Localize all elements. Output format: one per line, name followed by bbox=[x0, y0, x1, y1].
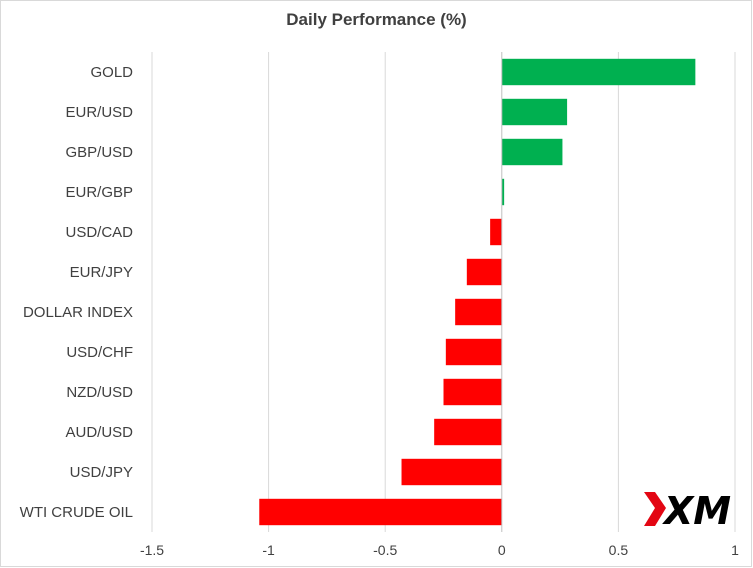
category-label-aud-usd: AUD/USD bbox=[65, 424, 133, 441]
category-label-nzd-usd: NZD/USD bbox=[66, 384, 133, 401]
category-label-wti-crude-oil: WTI CRUDE OIL bbox=[20, 504, 133, 521]
x-tick-label-5: 1 bbox=[731, 542, 739, 558]
bar-aud-usd bbox=[434, 418, 502, 446]
xm-logo-text: XM bbox=[662, 489, 731, 532]
bar-nzd-usd bbox=[443, 378, 502, 406]
bar-dollar-index bbox=[455, 298, 502, 326]
x-tick-label-0: -1.5 bbox=[140, 542, 164, 558]
category-label-gbp-usd: GBP/USD bbox=[65, 144, 133, 161]
bar-eur-usd bbox=[501, 98, 568, 126]
bar-usd-chf bbox=[445, 338, 502, 366]
bar-gbp-usd bbox=[501, 138, 563, 166]
xm-logo: XM bbox=[644, 489, 731, 532]
x-tick-label-2: -0.5 bbox=[373, 542, 397, 558]
category-label-eur-usd: EUR/USD bbox=[65, 104, 133, 121]
category-labels: GOLD EUR/USD GBP/USD EUR/GBP USD/CAD EUR/JPY D… bbox=[20, 64, 134, 521]
chart-title: Daily Performance (%) bbox=[286, 10, 467, 29]
x-tick-label-1: -1 bbox=[262, 542, 275, 558]
bar-wti-crude-oil bbox=[259, 498, 502, 526]
category-label-eur-gbp: EUR/GBP bbox=[65, 184, 133, 201]
bar-gold bbox=[501, 58, 696, 86]
category-label-usd-chf: USD/CHF bbox=[66, 344, 133, 361]
category-label-usd-jpy: USD/JPY bbox=[70, 464, 133, 481]
x-tick-label-4: 0.5 bbox=[609, 542, 629, 558]
category-label-dollar-index: DOLLAR INDEX bbox=[23, 304, 133, 321]
x-tick-labels: -1.5 -1 -0.5 0 0.5 1 bbox=[140, 542, 739, 558]
bar-eur-jpy bbox=[466, 258, 502, 286]
bars bbox=[259, 58, 696, 526]
bar-eur-gbp bbox=[501, 178, 505, 206]
xm-logo-mark bbox=[644, 492, 666, 526]
bar-usd-cad bbox=[490, 218, 502, 246]
category-label-eur-jpy: EUR/JPY bbox=[70, 264, 133, 281]
category-label-gold: GOLD bbox=[90, 64, 133, 81]
category-label-usd-cad: USD/CAD bbox=[65, 224, 133, 241]
bar-usd-jpy bbox=[401, 458, 502, 486]
grid-lines bbox=[151, 52, 736, 532]
x-tick-label-3: 0 bbox=[498, 542, 506, 558]
